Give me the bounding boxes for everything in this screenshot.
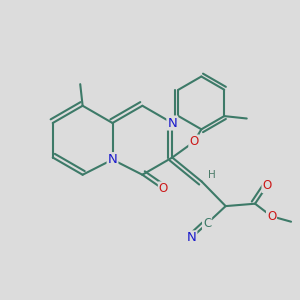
Text: N: N bbox=[108, 153, 117, 166]
Text: O: O bbox=[159, 182, 168, 195]
Text: O: O bbox=[262, 179, 272, 192]
Text: O: O bbox=[267, 210, 276, 223]
Text: C: C bbox=[203, 217, 211, 230]
Text: O: O bbox=[189, 135, 199, 148]
Text: N: N bbox=[187, 231, 196, 244]
Text: N: N bbox=[167, 116, 177, 130]
Text: H: H bbox=[208, 170, 216, 180]
